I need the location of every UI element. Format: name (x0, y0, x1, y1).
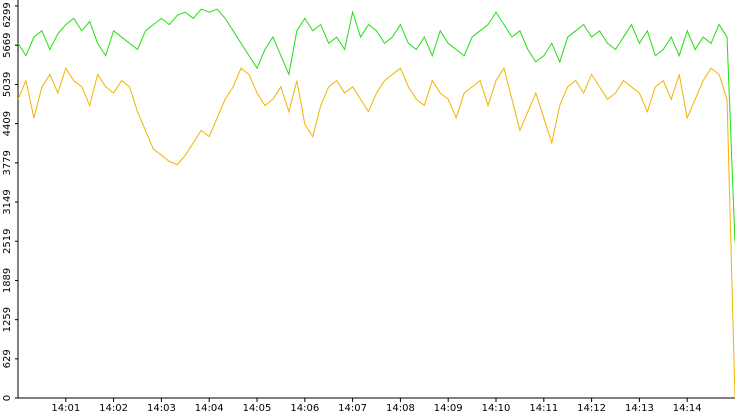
y-tick-label: 2519 (2, 229, 13, 254)
y-tick-label: 629 (2, 349, 13, 368)
y-tick-label: 1889 (2, 268, 13, 293)
x-tick-label: 14:13 (625, 403, 654, 414)
x-tick-label: 14:11 (529, 403, 558, 414)
series-line (17, 8, 735, 243)
x-tick-label: 14:08 (386, 403, 415, 414)
x-tick-label: 14:12 (577, 403, 606, 414)
series-line (17, 66, 735, 399)
x-tick-label: 14:02 (99, 403, 128, 414)
x-tick-label: 14:14 (673, 403, 702, 414)
x-tick-label: 14:07 (338, 403, 367, 414)
y-tick-label: 3779 (2, 150, 13, 175)
y-tick-label: 5669 (2, 32, 13, 57)
y-tick-label: 4409 (2, 111, 13, 136)
x-tick-label: 14:04 (195, 403, 224, 414)
y-tick-label: 1259 (2, 307, 13, 332)
x-tick-label: 14:01 (51, 403, 80, 414)
x-tick-label: 14:09 (434, 403, 463, 414)
x-tick-label: 14:05 (243, 403, 272, 414)
y-tick-label: 0 (2, 395, 13, 401)
y-tick-label: 3149 (2, 189, 13, 214)
y-tick-label: 5039 (2, 72, 13, 97)
x-tick-label: 14:10 (482, 403, 511, 414)
x-tick-label: 14:06 (290, 403, 319, 414)
x-tick-label: 14:03 (147, 403, 176, 414)
y-tick-label: 6299 (2, 2, 13, 27)
